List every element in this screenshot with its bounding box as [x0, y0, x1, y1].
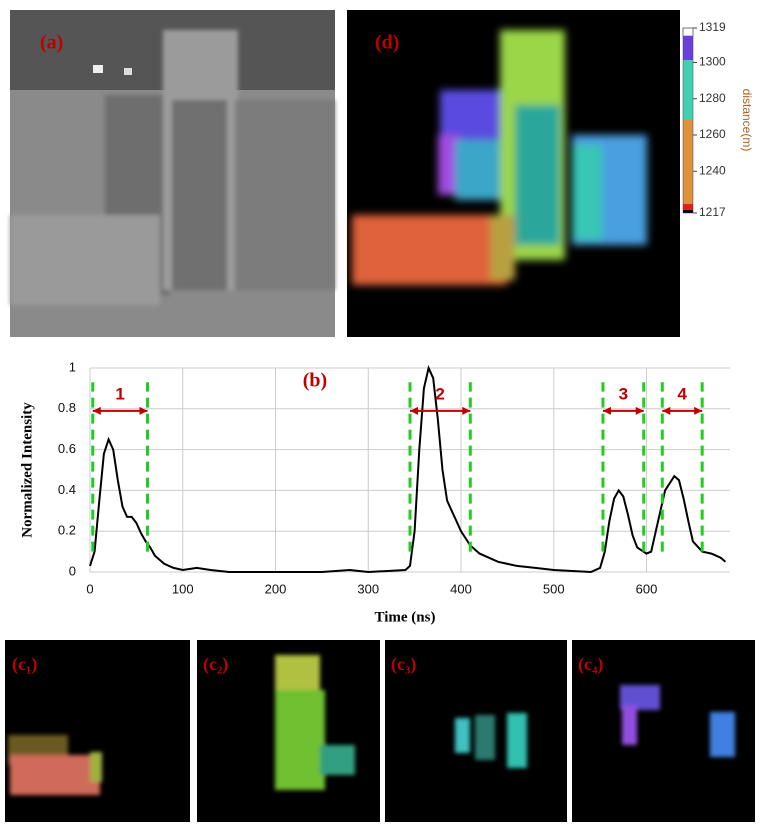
- window-label: 1: [115, 384, 124, 403]
- x-tick-label: 200: [265, 581, 287, 596]
- window-label: 3: [619, 384, 628, 403]
- colorbar-tick-label: 1260: [699, 127, 726, 141]
- panel-label: (d): [375, 32, 399, 54]
- x-tick-label: 300: [357, 581, 379, 596]
- x-axis-label: Time (ns): [375, 609, 436, 625]
- colorbar-tick-label: 1240: [699, 163, 726, 177]
- arrow-head: [662, 406, 703, 415]
- window-label: 2: [435, 384, 444, 403]
- panel-label: (c₁): [12, 654, 37, 675]
- y-tick-label: 0.2: [58, 523, 76, 538]
- x-tick-label: 100: [172, 581, 194, 596]
- colorbar-tick-label: 1319: [699, 20, 726, 34]
- y-tick-label: 0: [69, 563, 76, 578]
- panel-label: (b): [303, 370, 327, 392]
- photo-c: [5, 640, 755, 822]
- x-tick-label: 0: [86, 581, 93, 596]
- y-tick-label: 0.4: [58, 482, 76, 497]
- y-tick-label: 1: [69, 359, 76, 374]
- colorbar-tick-label: 1280: [699, 91, 726, 105]
- x-tick-label: 400: [450, 581, 472, 596]
- colorbar-tick-label: 1300: [699, 55, 726, 69]
- photo-a: [10, 10, 335, 337]
- x-tick-label: 500: [543, 581, 565, 596]
- y-tick-label: 0.6: [58, 441, 76, 456]
- y-tick-label: 0.8: [58, 400, 76, 415]
- colorbar-tick-label: 1217: [699, 205, 726, 219]
- line: [89, 364, 727, 574]
- y-axis-label: Normalized Intensity: [19, 402, 35, 538]
- panel-label: (a): [40, 32, 63, 54]
- panel-label: (c₂): [203, 654, 228, 675]
- photo-d: [347, 10, 694, 337]
- window-label: 4: [677, 384, 687, 403]
- panel-label: (c₃): [391, 654, 416, 675]
- panel-label: (c₄): [578, 654, 603, 675]
- x-tick-label: 600: [636, 581, 658, 596]
- colorbar-title: distance(m): [740, 89, 754, 152]
